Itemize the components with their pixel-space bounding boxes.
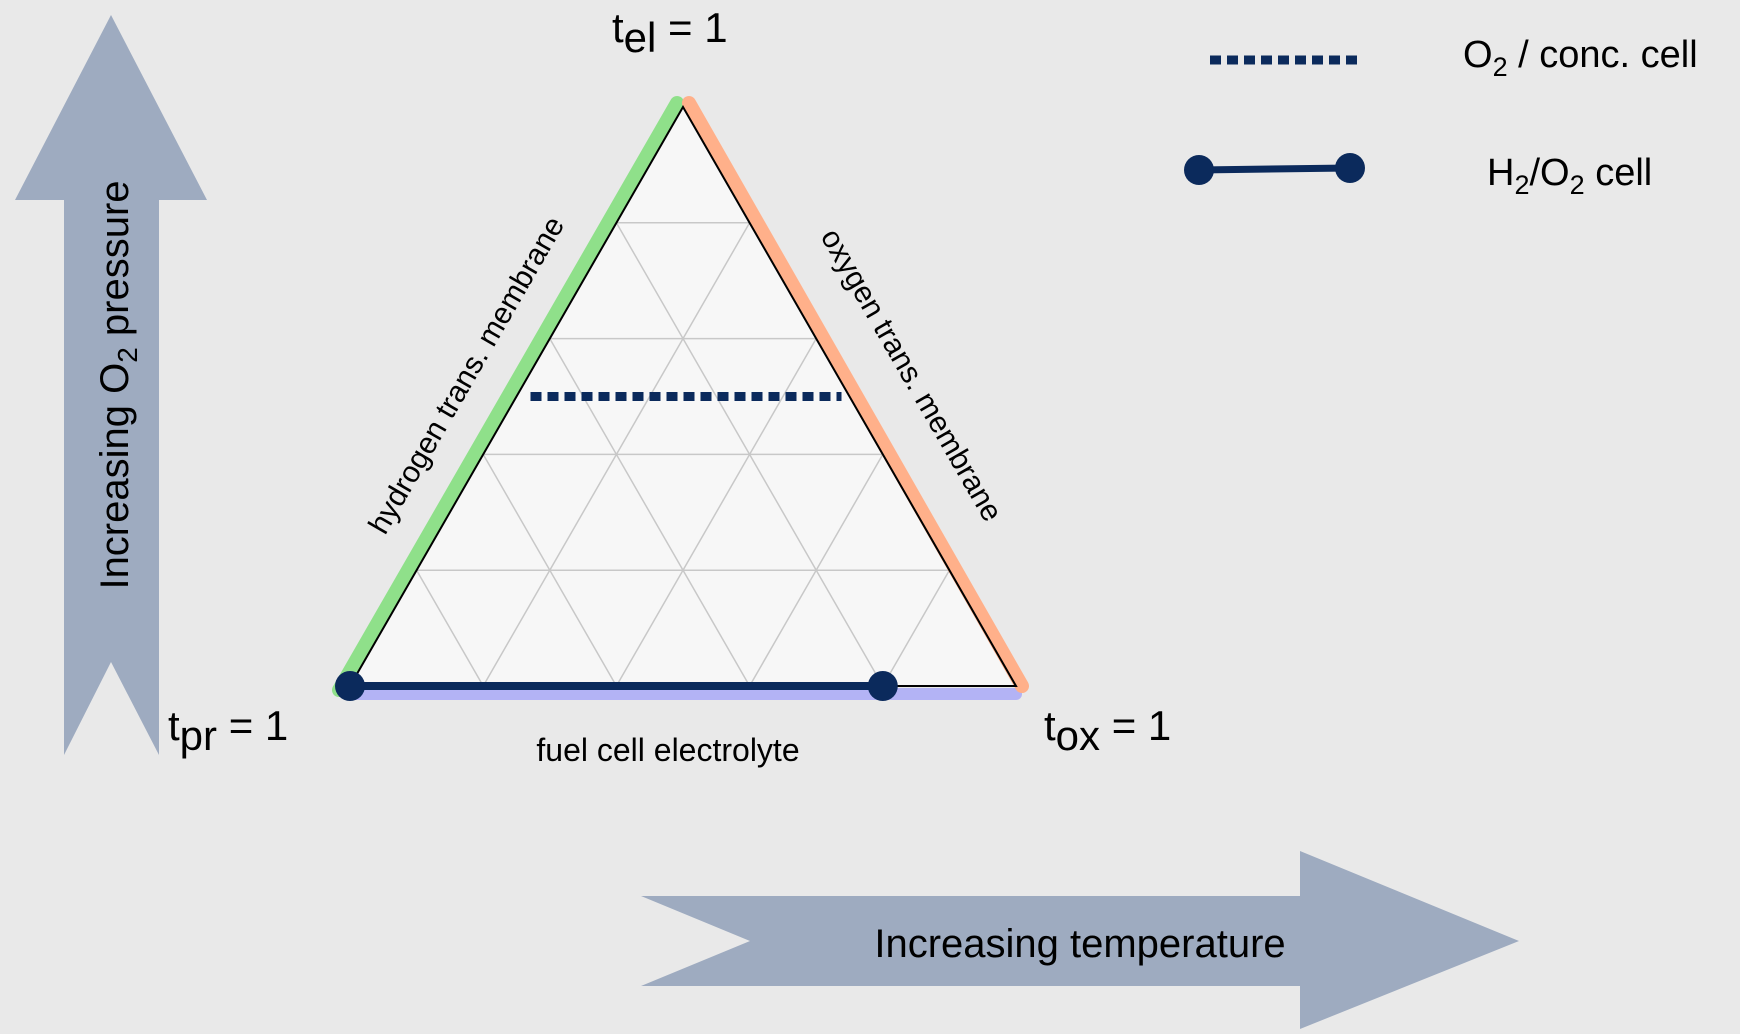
grid-line: [882, 569, 951, 687]
grid-line: [415, 569, 484, 687]
vertex-label-left: tpr = 1: [168, 702, 288, 759]
o2-pressure-arrow: [15, 15, 207, 755]
fuel-cell-electrolyte-label: fuel cell electrolyte: [536, 732, 799, 768]
h2-o2-cell-start-dot: [335, 671, 365, 701]
ternary-triangle: [350, 107, 1016, 686]
temperature-arrow-label: Increasing temperature: [874, 922, 1285, 966]
temperature-arrow: [641, 851, 1519, 1029]
grid-line: [748, 454, 884, 687]
h2-o2-cell-end-dot: [867, 671, 898, 701]
legend-dot-start: [1184, 155, 1214, 185]
hydrogen-membrane-edge: [332, 96, 684, 697]
legend-dot-end: [1335, 153, 1365, 183]
legend-item-h2o2-cell: H2/O2 cell: [1487, 152, 1652, 200]
grid-line: [615, 338, 817, 687]
grid-line: [482, 454, 618, 687]
oxygen-membrane-edge: [682, 96, 1029, 693]
ternary-grid: [415, 222, 951, 687]
legend: O2 / conc. cell H2/O2 cell: [1184, 34, 1698, 200]
legend-item-conc-cell: O2 / conc. cell: [1463, 34, 1698, 82]
legend-solid-line-sample: [1198, 164, 1351, 174]
vertex-label-top: tel = 1: [612, 4, 728, 61]
vertex-label-right: tox = 1: [1044, 702, 1171, 759]
o2-pressure-arrow-label: Increasing O2 pressure: [93, 180, 143, 589]
